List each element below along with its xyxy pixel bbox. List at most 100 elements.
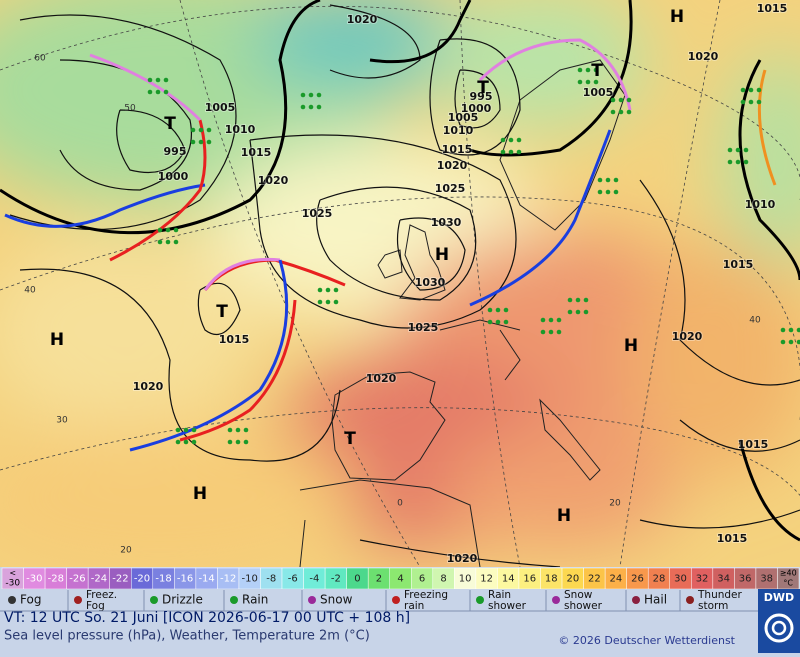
isotherm-label: 40	[24, 286, 36, 296]
pressure-center: H	[435, 245, 449, 265]
colorbar-label: 12	[480, 574, 493, 585]
weather-dot	[756, 87, 762, 93]
weather-dot	[300, 104, 306, 110]
weather-dot	[165, 227, 171, 233]
weather-dot	[597, 189, 603, 195]
dwd-logo-mark	[771, 620, 787, 636]
pressure-label: 1005	[583, 86, 614, 99]
legend-label: Snow	[320, 593, 353, 607]
weather-dot	[567, 297, 573, 303]
weather-dot	[780, 339, 786, 345]
dwd-logo-mark	[764, 613, 794, 643]
colorbar-label: 24	[610, 574, 623, 585]
weather-dot	[198, 127, 204, 133]
weather-dot	[155, 89, 161, 95]
temperature-field	[0, 0, 800, 567]
coastlines	[299, 59, 626, 567]
pressure-label: 995	[470, 90, 493, 103]
pressure-label: 1030	[415, 276, 446, 289]
legend-icon	[150, 596, 158, 604]
weather-symbols	[147, 67, 800, 445]
isotherm-label: 40	[749, 316, 761, 326]
pressure-center: H	[670, 7, 684, 27]
colorbar-label: -22	[112, 574, 128, 585]
weather-dot	[333, 287, 339, 293]
weather-dot	[605, 189, 611, 195]
isotherm-label: 50	[124, 104, 136, 114]
weather-dot	[548, 317, 554, 323]
weather-dot	[333, 299, 339, 305]
weather-dot	[593, 79, 599, 85]
weather-dot	[583, 297, 589, 303]
weather-dot	[748, 99, 754, 105]
colorbar-label: °C	[783, 579, 793, 588]
footer-background	[0, 589, 800, 653]
weather-dot	[157, 227, 163, 233]
colorbar-label: 34	[717, 574, 730, 585]
pressure-label: 1030	[431, 216, 462, 229]
pressure-label: 1015	[241, 146, 272, 159]
legend-icon	[476, 596, 484, 604]
weather-dot	[191, 439, 197, 445]
weather-dot	[325, 287, 331, 293]
weather-dot	[183, 439, 189, 445]
weather-dot	[235, 439, 241, 445]
colorbar-label: -4	[309, 574, 319, 585]
pressure-center: H	[50, 330, 64, 350]
weather-dot	[157, 239, 163, 245]
colorbar-label: 22	[588, 574, 601, 585]
weather-dot	[190, 127, 196, 133]
pressure-label: 995	[164, 145, 187, 158]
colorbar-label: 20	[566, 574, 579, 585]
pressure-label: 1010	[443, 124, 474, 137]
colorbar-label: 32	[696, 574, 709, 585]
weather-dot	[206, 127, 212, 133]
legend-icon	[686, 596, 694, 604]
weather-dot	[556, 329, 562, 335]
valid-time: VT: 12 UTC So. 21 Juni [ICON 2026-06-17 …	[4, 610, 410, 626]
pressure-label: 1005	[448, 111, 479, 124]
legend-icon	[8, 596, 16, 604]
weather-dot	[613, 189, 619, 195]
weather-dot	[198, 139, 204, 145]
weather-dot	[567, 309, 573, 315]
weather-dot	[593, 67, 599, 73]
weather-dot	[585, 79, 591, 85]
colorbar-label: -28	[48, 574, 64, 585]
pressure-center: T	[591, 61, 603, 81]
legend-label: Fog	[20, 593, 41, 607]
weather-dot	[227, 427, 233, 433]
pressure-label: 1020	[672, 330, 703, 343]
colorbar-label: ≥40	[780, 569, 797, 578]
pressure-label: 1020	[366, 372, 397, 385]
isotherm-label: 20	[609, 499, 621, 509]
pressure-center: H	[193, 484, 207, 504]
weather-dot	[147, 89, 153, 95]
pressure-label: 1020	[437, 159, 468, 172]
isotherm-label: 60	[34, 54, 46, 64]
pressure-label: 1025	[302, 207, 333, 220]
pressure-label: 1020	[688, 50, 719, 63]
pressure-label: 1020	[258, 174, 289, 187]
weather-dot	[575, 309, 581, 315]
pressure-label: 1010	[745, 198, 776, 211]
weather-dot	[727, 159, 733, 165]
isotherm-label: 20	[120, 546, 132, 556]
legend-label: Thunder storm	[697, 589, 743, 612]
pressure-label: 1015	[738, 438, 769, 451]
weather-dot	[735, 159, 741, 165]
weather-dot	[495, 319, 501, 325]
pressure-label: 1015	[723, 258, 754, 271]
weather-dot	[175, 427, 181, 433]
weather-dot	[495, 307, 501, 313]
weather-dot	[308, 92, 314, 98]
colorbar-label: -14	[198, 574, 214, 585]
legend-icon	[552, 596, 560, 604]
colorbar-label: -30	[5, 579, 20, 589]
weather-dot	[780, 327, 786, 333]
weather-dot	[540, 317, 546, 323]
weather-dot	[191, 427, 197, 433]
weather-dot	[183, 427, 189, 433]
